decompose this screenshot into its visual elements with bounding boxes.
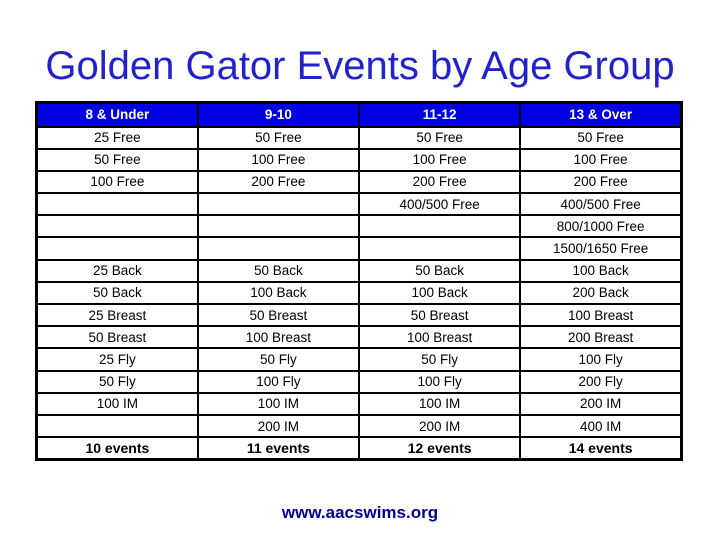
event-cell: 100 Breast — [357, 325, 522, 350]
column-header-1: 9-10 — [196, 101, 361, 128]
event-cell: 800/1000 Free — [519, 214, 683, 239]
event-cell: 100 Fly — [519, 347, 683, 372]
event-cell: 50 Back — [357, 258, 522, 283]
table-row: 50 Fly 100 Fly 100 Fly 200 Fly — [35, 369, 683, 394]
table-row: 25 Fly 50 Fly 50 Fly 100 Fly — [35, 347, 683, 372]
event-cell: 100 Back — [357, 280, 522, 306]
event-cell: 50 Breast — [35, 325, 199, 350]
totals-cell: 14 events — [519, 436, 683, 461]
empty-cell — [35, 214, 199, 239]
event-cell: 200 IM — [357, 413, 522, 439]
event-cell: 50 Breast — [196, 302, 361, 328]
table-row: 100 IM 100 IM 100 IM 200 IM — [35, 391, 683, 416]
table-row: 50 Free 100 Free 100 Free 100 Free — [35, 147, 683, 172]
event-cell: 200 Fly — [519, 369, 683, 394]
event-cell: 50 Breast — [357, 302, 522, 328]
empty-cell — [357, 214, 522, 239]
table-row: 25 Free 50 Free 50 Free 50 Free — [35, 125, 683, 150]
event-cell: 50 Free — [35, 147, 199, 172]
event-cell: 1500/1650 Free — [519, 236, 683, 261]
table-header-row: 8 & Under 9-10 11-12 13 & Over — [35, 101, 683, 128]
totals-cell: 11 events — [196, 436, 361, 461]
totals-row: 10 events 11 events 12 events 14 events — [35, 436, 683, 461]
column-header-0: 8 & Under — [35, 101, 199, 128]
event-cell: 25 Free — [35, 125, 199, 150]
column-header-3: 13 & Over — [519, 101, 683, 128]
table-row: 200 IM 200 IM 400 IM — [35, 413, 683, 439]
event-cell: 25 Fly — [35, 347, 199, 372]
footer-url: www.aacswims.org — [281, 503, 439, 522]
event-cell: 200 Back — [519, 280, 683, 306]
event-cell: 200 Breast — [519, 325, 683, 350]
event-cell: 25 Back — [35, 258, 199, 283]
empty-cell — [196, 192, 361, 217]
event-cell: 100 IM — [196, 391, 361, 416]
event-cell: 100 Fly — [196, 369, 361, 394]
table-row: 25 Breast 50 Breast 50 Breast 100 Breast — [35, 302, 683, 328]
event-cell: 100 Back — [196, 280, 361, 306]
event-cell: 100 Fly — [357, 369, 522, 394]
event-cell: 50 Back — [196, 258, 361, 283]
table-row: 800/1000 Free — [35, 214, 683, 239]
event-cell: 50 Fly — [196, 347, 361, 372]
empty-cell — [196, 236, 361, 261]
table-row: 50 Breast 100 Breast 100 Breast 200 Breast — [35, 325, 683, 350]
empty-cell — [196, 214, 361, 239]
event-cell: 200 IM — [519, 391, 683, 416]
empty-cell — [357, 236, 522, 261]
event-cell: 100 IM — [357, 391, 522, 416]
event-cell: 50 Free — [357, 125, 522, 150]
event-cell: 25 Breast — [35, 302, 199, 328]
table-row: 25 Back 50 Back 50 Back 100 Back — [35, 258, 683, 283]
event-cell: 100 Free — [35, 169, 199, 195]
totals-cell: 12 events — [357, 436, 522, 461]
event-cell: 100 Breast — [196, 325, 361, 350]
event-cell: 50 Free — [196, 125, 361, 150]
event-cell: 200 IM — [196, 413, 361, 439]
event-cell: 100 IM — [35, 391, 199, 416]
totals-cell: 10 events — [35, 436, 199, 461]
table-row: 50 Back 100 Back 100 Back 200 Back — [35, 280, 683, 306]
event-cell: 100 Back — [519, 258, 683, 283]
event-cell: 200 Free — [196, 169, 361, 195]
events-by-age-group-table: 8 & Under 9-10 11-12 13 & Over 25 Free 50 Fr… — [35, 101, 683, 461]
table-row: 400/500 Free 400/500 Free — [35, 192, 683, 217]
event-cell: 100 Breast — [519, 302, 683, 328]
empty-cell — [35, 236, 199, 261]
empty-cell — [35, 413, 199, 439]
event-cell: 400/500 Free — [357, 192, 522, 217]
event-cell: 100 Free — [196, 147, 361, 172]
event-cell: 200 Free — [519, 169, 683, 195]
event-cell: 50 Free — [519, 125, 683, 150]
event-cell: 400/500 Free — [519, 192, 683, 217]
event-cell: 200 Free — [357, 169, 522, 195]
event-cell: 100 Free — [357, 147, 522, 172]
event-cell: 50 Fly — [35, 369, 199, 394]
page-title: Golden Gator Events by Age Group — [45, 44, 675, 88]
empty-cell — [35, 192, 199, 217]
table-row: 100 Free 200 Free 200 Free 200 Free — [35, 169, 683, 195]
event-cell: 50 Back — [35, 280, 199, 306]
event-cell: 50 Fly — [357, 347, 522, 372]
column-header-2: 11-12 — [357, 101, 522, 128]
table-header: 8 & Under 9-10 11-12 13 & Over — [35, 101, 683, 128]
event-cell: 400 IM — [519, 413, 683, 439]
event-cell: 100 Free — [519, 147, 683, 172]
table-row: 1500/1650 Free — [35, 236, 683, 261]
table-body: 25 Free 50 Free 50 Free 50 Free 50 Free 100 F… — [35, 125, 683, 461]
